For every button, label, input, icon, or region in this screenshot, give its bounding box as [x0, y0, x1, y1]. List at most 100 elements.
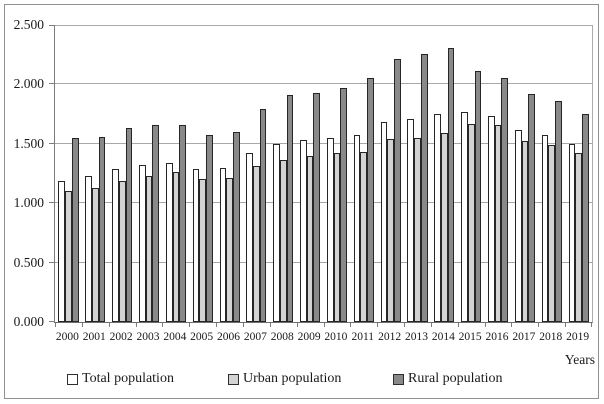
- legend-swatch-total-icon: [67, 373, 78, 385]
- y-axis-tick: [49, 321, 54, 322]
- bar-urban-2000: [65, 191, 72, 322]
- bar-total-2011: [353, 135, 361, 322]
- bar-rural-2018: [555, 101, 562, 322]
- bar-total-2005: [192, 168, 200, 322]
- bar-rural-2015: [474, 71, 482, 322]
- legend-label-urban: Urban population: [243, 371, 342, 386]
- bar-total-2001: [85, 175, 92, 322]
- plot-area: [49, 25, 593, 327]
- bar-urban-2014: [441, 133, 448, 322]
- x-axis-tick-label: 2008: [270, 331, 294, 343]
- y-axis-tick-label: 1.000: [13, 195, 44, 211]
- gridline-2.000: [55, 83, 592, 85]
- bar-urban-2019: [575, 153, 582, 322]
- bar-rural-2007: [259, 109, 267, 322]
- y-axis-tick-label: 2.000: [13, 76, 44, 92]
- x-axis-tick: [296, 323, 298, 327]
- x-axis-tick: [404, 323, 406, 327]
- bar-rural-2004: [179, 124, 186, 322]
- x-axis-tick: [377, 323, 379, 327]
- x-axis-tick-label: 2012: [378, 331, 402, 343]
- x-axis-tick: [162, 323, 164, 327]
- bar-urban-2004: [172, 172, 180, 322]
- x-axis-tick: [430, 323, 432, 327]
- legend-label-rural: Rural population: [408, 371, 503, 386]
- bar-total-2019: [568, 143, 576, 322]
- bar-urban-2005: [199, 179, 207, 322]
- bar-rural-2000: [71, 137, 79, 322]
- bar-urban-2008: [279, 160, 287, 322]
- x-axis-tick-label: 2017: [512, 331, 536, 343]
- legend-swatch-rural-icon: [393, 373, 404, 385]
- x-axis-tick: [565, 323, 567, 327]
- x-axis-tick-label: 2004: [163, 331, 187, 343]
- x-axis-tick: [269, 323, 271, 327]
- bar-rural-2017: [528, 93, 535, 322]
- bar-rural-2013: [420, 53, 428, 322]
- x-axis-tick: [591, 323, 592, 327]
- bar-total-2010: [326, 137, 334, 322]
- gridline-1.500: [55, 142, 592, 144]
- x-axis-tick-label: 2000: [55, 331, 79, 343]
- gridline-2.500: [55, 25, 592, 26]
- x-axis-tick-label: 2011: [351, 331, 375, 343]
- bar-total-2012: [380, 122, 388, 322]
- x-axis-tick: [55, 323, 56, 327]
- bar-total-2006: [219, 167, 227, 322]
- legend-item-urban: Urban population: [228, 370, 341, 388]
- bar-total-2018: [541, 135, 549, 322]
- x-axis-title: Years: [564, 352, 595, 367]
- y-axis-tick: [49, 202, 54, 204]
- bar-rural-2002: [125, 128, 133, 322]
- x-axis-tick-label: 2015: [458, 331, 482, 343]
- x-axis-tick: [538, 323, 540, 327]
- bar-total-2007: [246, 153, 254, 322]
- x-axis-tick: [108, 323, 110, 327]
- legend-item-total: Total population: [67, 370, 174, 388]
- x-axis-tick-label: 2014: [431, 331, 455, 343]
- x-axis-tick-label: 2006: [217, 331, 241, 343]
- bar-urban-2015: [467, 123, 475, 322]
- bar-urban-2010: [333, 153, 341, 322]
- bar-rural-2014: [447, 47, 455, 322]
- bar-rural-2011: [367, 78, 374, 322]
- x-axis-tick: [484, 323, 486, 327]
- bar-total-2000: [58, 180, 66, 322]
- x-axis-tick: [242, 323, 244, 327]
- bar-rural-2009: [313, 92, 321, 322]
- bar-rural-2005: [206, 135, 213, 322]
- bar-rural-2019: [581, 114, 589, 322]
- bar-total-2015: [461, 111, 468, 322]
- bar-urban-2018: [548, 145, 556, 322]
- bar-total-2013: [407, 118, 415, 322]
- bar-urban-2016: [494, 124, 502, 322]
- legend-item-rural: Rural population: [393, 370, 503, 388]
- x-axis-tick: [189, 323, 191, 327]
- x-axis-tick-label: 2009: [297, 331, 321, 343]
- bar-total-2014: [434, 114, 441, 322]
- bar-total-2008: [273, 143, 280, 322]
- x-axis-tick: [350, 323, 352, 327]
- x-axis-tick-label: 2013: [404, 331, 428, 343]
- x-axis-tick-label: 2002: [109, 331, 133, 343]
- y-axis-tick-label: 2.500: [13, 17, 44, 32]
- y-axis-tick-label: 0.500: [13, 254, 44, 270]
- bar-total-2017: [514, 129, 522, 322]
- x-axis-tick: [457, 323, 459, 327]
- bar-rural-2010: [340, 87, 347, 322]
- bar-rural-2016: [501, 78, 509, 322]
- legend-label-total: Total population: [82, 371, 174, 386]
- x-axis-tick: [216, 323, 218, 327]
- bar-urban-2007: [253, 166, 260, 322]
- bar-urban-2006: [226, 178, 233, 322]
- x-axis-tick-label: 2010: [324, 331, 348, 343]
- x-axis-tick-label: 2019: [566, 331, 590, 343]
- bar-rural-2006: [232, 131, 240, 322]
- bar-urban-2001: [91, 187, 99, 322]
- x-axis-tick-label: 2016: [485, 331, 509, 343]
- y-axis-tick: [49, 261, 54, 263]
- bar-urban-2002: [118, 180, 126, 322]
- legend-swatch-urban-icon: [228, 373, 239, 385]
- bar-urban-2012: [387, 139, 394, 322]
- bar-total-2009: [300, 140, 307, 322]
